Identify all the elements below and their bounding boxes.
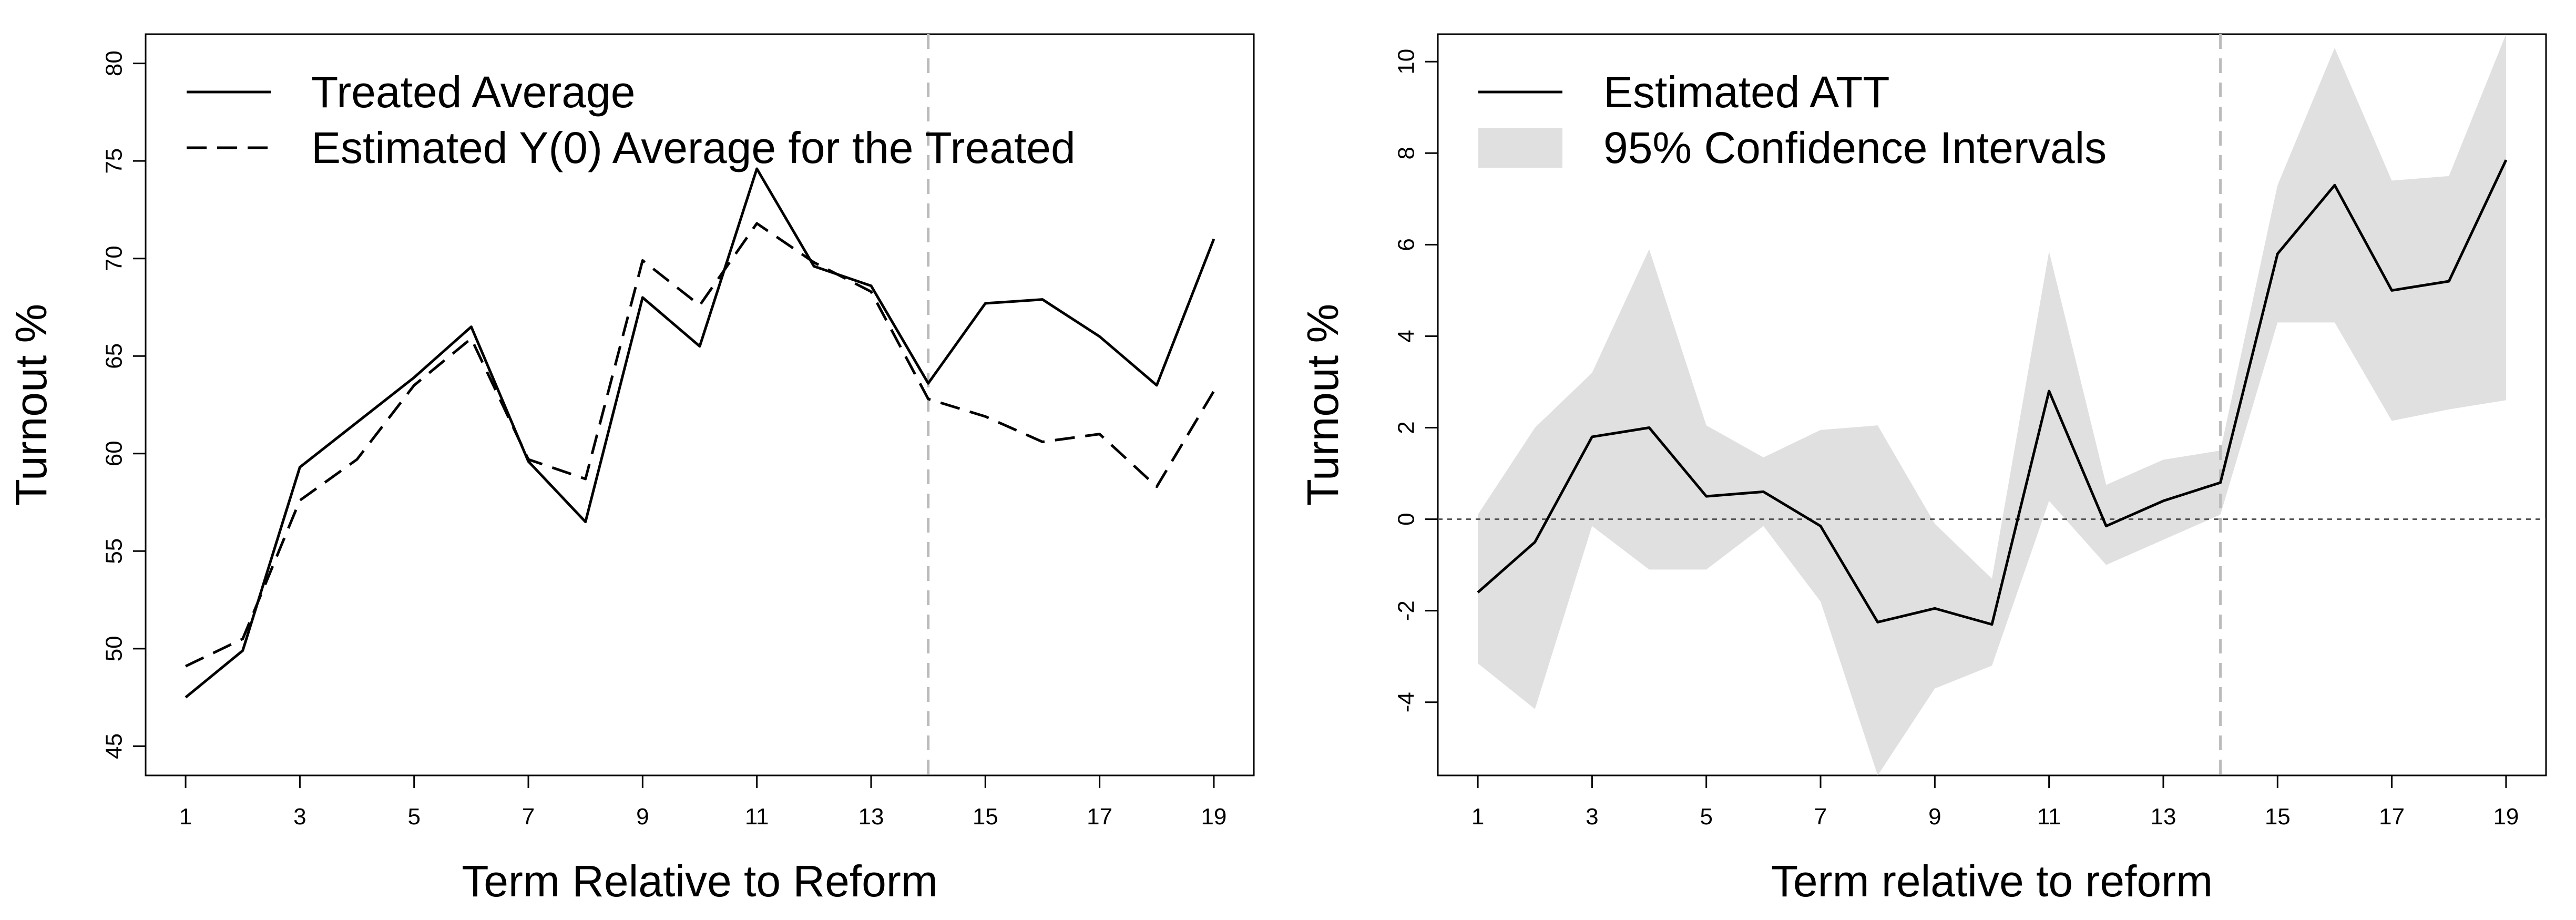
confidence-band-area bbox=[1478, 34, 2506, 775]
x-tick-label: 7 bbox=[1814, 804, 1827, 830]
legend-label-estimated-y0: Estimated Y(0) Average for the Treated bbox=[311, 123, 1076, 172]
x-tick-label: 3 bbox=[293, 804, 306, 830]
y-axis-ticks: 45 50 55 60 65 70 75 80 bbox=[101, 50, 146, 759]
y-tick-label: 65 bbox=[101, 343, 127, 369]
x-tick-label: 5 bbox=[407, 804, 420, 830]
x-tick-label: 17 bbox=[2379, 804, 2405, 830]
x-axis-ticks: 1 3 5 7 9 11 13 15 17 19 bbox=[1471, 775, 2519, 830]
y-tick-label: 55 bbox=[101, 538, 127, 564]
x-tick-label: 9 bbox=[636, 804, 649, 830]
y-tick-label: 45 bbox=[101, 733, 127, 759]
legend: Estimated ATT 95% Confidence Intervals bbox=[1478, 67, 2107, 172]
y-tick-label: -2 bbox=[1394, 600, 1419, 621]
x-tick-label: 11 bbox=[2037, 804, 2061, 830]
legend-label-estimated-att: Estimated ATT bbox=[1603, 67, 1890, 117]
series-line-treated-average bbox=[185, 167, 1215, 699]
y-tick-label: 60 bbox=[101, 441, 127, 466]
y-axis-title: Turnout % bbox=[6, 304, 56, 506]
x-tick-label: 11 bbox=[745, 804, 769, 830]
confidence-band bbox=[1478, 34, 2506, 775]
y-tick-label: 4 bbox=[1394, 330, 1419, 342]
x-tick-label: 9 bbox=[1928, 804, 1941, 830]
series-lines bbox=[1477, 159, 2508, 626]
y-tick-label: 8 bbox=[1394, 147, 1419, 159]
y-tick-label: 10 bbox=[1394, 49, 1419, 75]
series-line-estimated-y-0-average-for-the-treated bbox=[185, 222, 1215, 668]
series-line-estimated-att bbox=[1477, 159, 2508, 626]
y-axis-title: Turnout % bbox=[1298, 304, 1347, 506]
legend: Treated Average Estimated Y(0) Average f… bbox=[187, 67, 1076, 172]
legend-swatch-confidence-interval bbox=[1478, 128, 1562, 168]
x-tick-label: 13 bbox=[2151, 804, 2176, 830]
x-tick-label: 1 bbox=[1471, 804, 1484, 830]
x-tick-label: 15 bbox=[2265, 804, 2291, 830]
y-tick-label: 0 bbox=[1394, 513, 1419, 525]
x-axis-title: Term relative to reform bbox=[1771, 856, 2213, 906]
x-tick-label: 13 bbox=[858, 804, 884, 830]
x-tick-label: 19 bbox=[2493, 804, 2519, 830]
x-tick-label: 7 bbox=[522, 804, 535, 830]
y-tick-label: 80 bbox=[101, 50, 127, 76]
x-tick-label: 15 bbox=[973, 804, 998, 830]
y-tick-label: 75 bbox=[101, 148, 127, 174]
y-tick-label: 6 bbox=[1394, 238, 1419, 251]
series-lines bbox=[185, 167, 1215, 699]
y-axis-ticks: -4 -2 0 2 4 6 8 10 bbox=[1394, 49, 1438, 712]
legend-label-confidence-interval: 95% Confidence Intervals bbox=[1603, 123, 2107, 172]
plot-frame bbox=[1437, 33, 2547, 776]
y-tick-label: 50 bbox=[101, 636, 127, 661]
x-tick-label: 5 bbox=[1700, 804, 1712, 830]
y-tick-label: 70 bbox=[101, 246, 127, 271]
x-axis-title: Term Relative to Reform bbox=[462, 856, 938, 906]
plot-frame bbox=[145, 33, 1255, 776]
x-tick-label: 19 bbox=[1201, 804, 1226, 830]
legend-label-treated-average: Treated Average bbox=[311, 67, 635, 117]
y-tick-label: -4 bbox=[1394, 692, 1419, 712]
x-tick-label: 17 bbox=[1087, 804, 1112, 830]
x-tick-label: 3 bbox=[1586, 804, 1598, 830]
x-tick-label: 1 bbox=[179, 804, 192, 830]
x-axis-ticks: 1 3 5 7 9 11 13 15 17 19 bbox=[179, 775, 1226, 830]
y-tick-label: 2 bbox=[1394, 421, 1419, 434]
